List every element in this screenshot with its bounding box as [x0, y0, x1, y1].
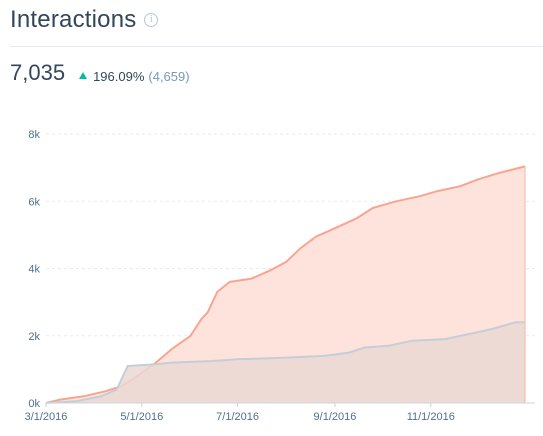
previous-value: (4,659) — [148, 69, 190, 84]
y-tick-label: 2k — [28, 331, 40, 343]
change-indicator: 196.09% (4,659) — [79, 69, 190, 84]
x-tick-label: 11/1/2016 — [407, 411, 455, 423]
summary-stats: 7,035 196.09% (4,659) — [10, 60, 190, 86]
info-icon[interactable]: i — [144, 13, 159, 27]
y-tick-label: 4k — [28, 264, 40, 276]
y-tick-label: 6k — [28, 196, 40, 208]
triangle-up-icon — [79, 72, 88, 79]
y-tick-label: 8k — [28, 129, 40, 141]
series-line-previous — [45, 321, 525, 404]
x-tick-label: 3/1/2016 — [25, 411, 68, 423]
card-header: Interactions i — [10, 6, 159, 34]
x-tick-label: 9/1/2016 — [314, 411, 357, 423]
card-title: Interactions — [10, 6, 137, 33]
total-value: 7,035 — [10, 60, 66, 85]
y-tick-label: 0k — [28, 398, 40, 410]
change-percent: 196.09% — [93, 69, 145, 84]
x-tick-label: 7/1/2016 — [216, 411, 259, 423]
x-tick-label: 5/1/2016 — [120, 411, 163, 423]
header-divider — [10, 46, 543, 47]
